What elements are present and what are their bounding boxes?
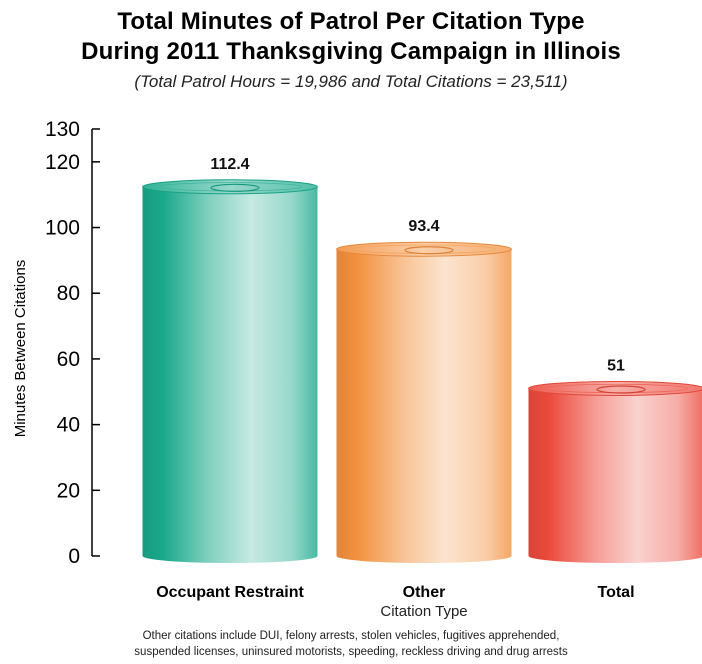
- bar-total: [528, 380, 702, 563]
- bar-base: [336, 549, 512, 563]
- bar-body: [142, 186, 318, 556]
- y-tick-label: 80: [57, 282, 80, 305]
- bar-top-emblem: [404, 246, 454, 255]
- chart-title-line1: Total Minutes of Patrol Per Citation Typ…: [117, 8, 585, 35]
- chart-subtitle: (Total Patrol Hours = 19,986 and Total C…: [134, 72, 568, 91]
- bar-body: [336, 249, 512, 556]
- x-category-label: Other: [403, 584, 446, 601]
- y-tick-label: 60: [57, 348, 80, 371]
- bar-other: [336, 241, 512, 563]
- data-label: 112.4: [210, 156, 249, 173]
- chart-title-line2: During 2011 Thanksgiving Campaign in Ill…: [81, 38, 621, 65]
- y-tick-label: 120: [45, 151, 80, 174]
- bar-top-emblem: [210, 183, 260, 192]
- chart-footnote-line2: suspended licenses, uninsured motorists,…: [134, 646, 568, 658]
- y-tick-label: 0: [68, 545, 80, 568]
- x-category-label: Total: [597, 584, 634, 601]
- bar-occupant-restraint: [142, 179, 318, 563]
- bar-body: [528, 388, 702, 556]
- chart-footnote-line1: Other citations include DUI, felony arre…: [142, 630, 560, 642]
- bar-base: [142, 549, 318, 563]
- data-label: 51: [607, 357, 625, 374]
- y-tick-label: 100: [45, 217, 80, 240]
- data-label: 93.4: [408, 218, 439, 235]
- chart-plot: 0 20 40 60 80 100 120 130 Minutes Between Citati…: [12, 118, 702, 620]
- y-axis-title: Minutes Between Citations: [12, 260, 29, 438]
- x-axis-title: Citation Type: [380, 603, 467, 620]
- y-tick-label: 40: [57, 414, 80, 437]
- y-tick-label: 20: [57, 479, 80, 502]
- x-category-label: Occupant Restraint: [156, 584, 304, 601]
- y-tick-label: 130: [45, 118, 80, 141]
- bar-base: [528, 549, 702, 563]
- bar-top-emblem: [596, 385, 646, 394]
